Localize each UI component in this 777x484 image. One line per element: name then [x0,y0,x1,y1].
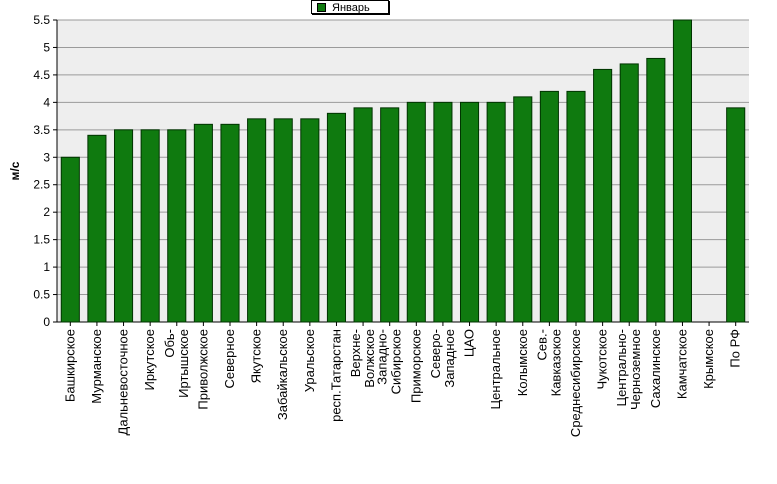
x-tick-label: Верхне-Волжское [348,329,377,388]
x-tick-label: ЦАО [462,329,477,357]
x-tick-label: Дальневосточное [116,329,131,435]
x-tick-label: Забайкальское [275,329,290,420]
x-tick-label: Иркутское [142,329,157,391]
y-axis-label: м/с [8,161,22,180]
x-tick-label: Уральское [302,329,317,392]
x-tick-label: Башкирское [62,329,77,402]
x-tick-label: Обь-Иртышское [162,329,191,398]
x-tick-label: Приморское [408,329,423,403]
x-tick-label: Среднесибирское [568,329,583,437]
bar [486,101,506,323]
bar [459,101,480,323]
y-tick-label: 0.5 [33,288,50,302]
bar [140,129,160,323]
bar [60,156,80,323]
bar [406,101,426,323]
y-tick-label: 2.5 [33,178,50,192]
legend: Январь [311,0,389,14]
bar [566,90,586,323]
y-tick-label: 2 [43,205,50,219]
bar [220,123,240,323]
y-tick-label: 5 [43,40,50,54]
bar [113,129,134,323]
x-tick-label: Сахалинское [648,329,663,408]
bar [726,107,746,323]
y-tick-label: 1 [43,260,50,274]
x-tick-label: Северо-Западное [428,329,457,388]
bar [353,107,373,323]
x-tick-label: Северное [222,329,237,388]
bar [247,118,267,323]
bar [593,68,613,323]
x-tick-label: Западно-Сибирское [375,329,404,394]
x-tick-label: Колымское [515,329,530,396]
x-tick-label: респ.Татарстан [328,329,343,422]
bar [619,63,639,323]
bar [326,112,347,323]
x-tick-label: Приволжское [195,329,210,410]
bar [300,118,320,323]
x-tick-label: Камчатское [674,329,689,399]
y-tick-label: 1.5 [33,233,50,247]
x-tick-label: Сев.-Кавказское [534,329,563,396]
bar [273,118,293,323]
x-tick-label: Крымское [701,329,716,389]
y-tick-label: 4 [43,95,50,109]
x-tick-label: Чукотское [595,329,610,390]
legend-label: Январь [332,2,370,14]
x-tick-label: Якутское [249,329,264,383]
bar [193,123,213,323]
y-tick-label: 3.5 [33,123,50,137]
y-tick-label: 4.5 [33,68,50,82]
legend-swatch [317,3,326,12]
x-tick-label: Центральное [488,329,503,409]
bar [539,90,559,323]
x-tick-label: Мурманское [89,329,104,404]
plot-area [57,20,749,322]
y-tick-label: 3 [43,150,50,164]
bar [167,129,187,323]
x-tick-label: Центрально-Черноземное [614,329,643,410]
y-tick-label: 0 [43,315,50,329]
bar [433,101,453,323]
bar [646,57,666,323]
y-tick-label: 5.5 [33,13,50,27]
bar [87,134,107,323]
x-tick-label: По РФ [728,329,743,368]
bar [513,96,533,323]
bar [672,19,693,323]
bar [380,107,400,323]
